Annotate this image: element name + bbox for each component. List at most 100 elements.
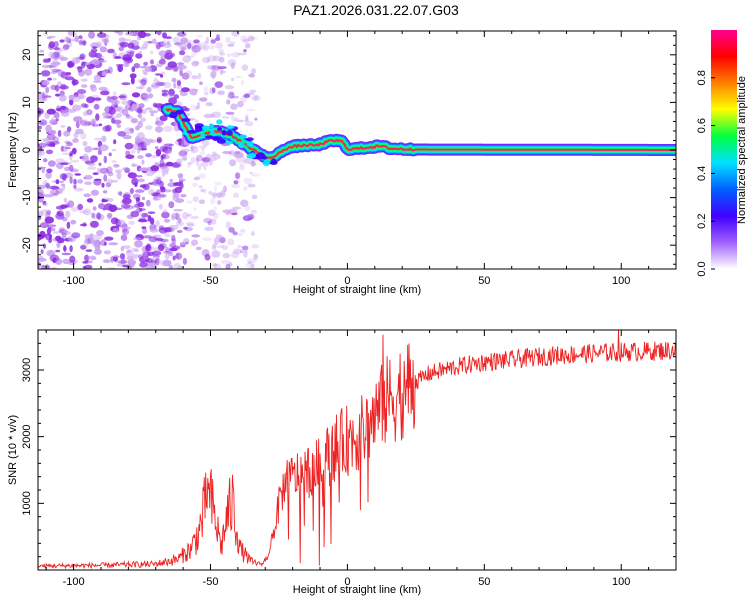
noise-blob (72, 138, 79, 144)
noise-blob (226, 53, 232, 58)
noise-blob (116, 124, 121, 128)
noise-blob (227, 59, 237, 67)
noise-blob (66, 126, 72, 133)
noise-blob (144, 66, 152, 73)
noise-blob (122, 194, 131, 200)
noise-blob (49, 189, 60, 196)
noise-blob (179, 92, 188, 97)
noise-blob (159, 159, 165, 167)
noise-blob (205, 153, 212, 160)
noise-blob (74, 173, 82, 176)
noise-blob (216, 34, 220, 39)
noise-blob (51, 68, 61, 73)
noise-blob (228, 262, 233, 267)
noise-blob (114, 56, 122, 59)
noise-blob (69, 150, 74, 157)
noise-blob (124, 142, 134, 150)
noise-blob (195, 154, 203, 162)
noise-blob (94, 137, 104, 141)
noise-blob (207, 220, 212, 226)
noise-blob (149, 50, 154, 55)
noise-blob (200, 188, 205, 193)
noise-blob (204, 92, 209, 96)
noise-blob (81, 84, 88, 88)
noise-blob (245, 116, 249, 122)
noise-blob (163, 81, 172, 89)
noise-blob (200, 161, 209, 168)
noise-blob (112, 228, 119, 233)
noise-blob (219, 237, 226, 244)
noise-blob (79, 54, 85, 61)
noise-blob (156, 136, 163, 144)
noise-blob (192, 196, 199, 203)
noise-blob (207, 55, 217, 62)
ridge-hotspot (167, 105, 172, 109)
noise-blob (98, 86, 108, 91)
noise-blob (146, 86, 152, 93)
noise-blob (116, 172, 122, 180)
noise-blob (156, 63, 163, 68)
noise-blob (169, 178, 173, 183)
noise-blob (39, 119, 48, 126)
noise-blob (188, 146, 199, 150)
noise-blob (82, 40, 87, 46)
noise-blob (40, 266, 47, 269)
noise-blob (72, 59, 80, 64)
noise-blob (214, 182, 222, 186)
noise-blob (81, 119, 89, 127)
noise-blob (119, 41, 129, 48)
noise-blob (218, 56, 225, 63)
noise-blob (121, 57, 132, 60)
noise-blob (77, 179, 84, 184)
noise-blob (224, 85, 235, 90)
noise-blob (231, 114, 235, 122)
noise-blob (127, 42, 135, 49)
noise-blob (217, 90, 225, 95)
noise-blob (213, 206, 217, 211)
noise-blob (73, 92, 79, 98)
noise-blob (156, 31, 162, 36)
noise-blob (247, 35, 255, 42)
noise-blob (118, 95, 126, 99)
noise-blob (50, 52, 61, 60)
noise-blob (47, 224, 57, 228)
noise-blob (60, 125, 66, 128)
noise-blob (96, 41, 103, 48)
noise-blob (242, 215, 252, 222)
noise-blob (147, 258, 153, 263)
noise-blob (201, 249, 210, 257)
noise-blob (93, 74, 101, 82)
noise-blob (201, 56, 211, 64)
noise-blob (154, 120, 164, 126)
noise-blob (110, 179, 119, 183)
noise-blob (245, 43, 251, 49)
noise-blob (225, 36, 231, 43)
noise-blob (155, 258, 160, 266)
noise-blob (196, 34, 203, 38)
noise-blob (111, 99, 120, 105)
noise-blob (183, 107, 190, 112)
noise-blob (125, 154, 135, 159)
noise-blob (141, 43, 149, 48)
noise-blob (89, 233, 94, 239)
noise-blob (240, 79, 245, 86)
noise-blob (176, 31, 187, 37)
noise-blob (96, 212, 101, 220)
noise-blob (168, 97, 178, 105)
noise-blob (137, 113, 143, 119)
noise-blob (142, 251, 151, 257)
noise-blob (136, 132, 145, 140)
colorbar-tick-label: 0.4 (696, 166, 708, 181)
noise-blob (62, 229, 67, 234)
noise-blob (77, 89, 87, 95)
noise-blob (113, 119, 122, 125)
noise-blob (138, 146, 142, 151)
noise-blob (156, 177, 162, 185)
noise-blob (187, 42, 192, 50)
noise-blob (117, 131, 127, 137)
noise-blob (240, 199, 249, 207)
noise-blob (161, 171, 169, 175)
noise-blob (51, 61, 61, 66)
noise-blob (107, 171, 114, 177)
